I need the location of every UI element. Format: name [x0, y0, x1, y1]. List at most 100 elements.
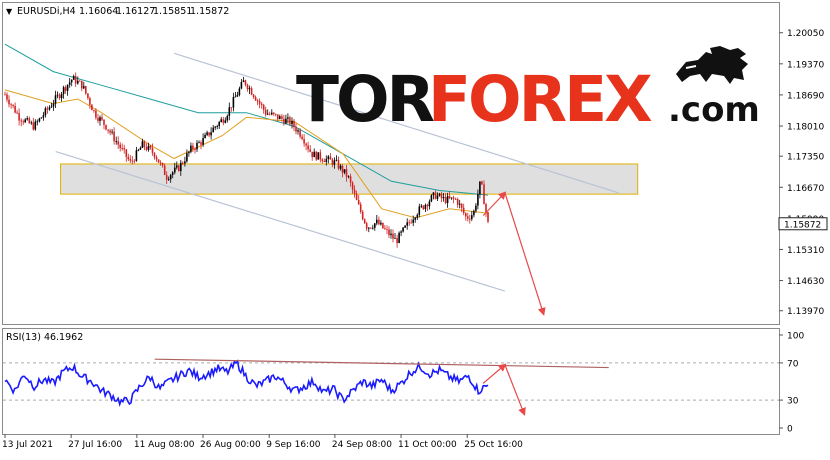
candle-body [303, 139, 305, 144]
rsi-axis: 100 70 30 0 [779, 332, 804, 435]
candle-body [279, 116, 281, 120]
candle-body [485, 204, 487, 213]
candle-body [99, 117, 101, 121]
candle-body [242, 80, 245, 82]
candle-body [180, 162, 182, 171]
candle-body [317, 152, 319, 160]
candle-body [281, 116, 283, 119]
candle-body [44, 108, 47, 116]
candle-body [228, 107, 231, 116]
candle-body [182, 162, 184, 164]
candle-body [289, 117, 291, 125]
candle-body [341, 165, 344, 173]
candle-body [477, 194, 479, 206]
candle-body [408, 222, 410, 224]
panel-menu-icon[interactable]: ▼ [6, 7, 13, 16]
rsi-trend-line [154, 358, 609, 369]
candle-body [254, 97, 257, 101]
candle-body [331, 159, 334, 165]
candle-body [479, 181, 481, 195]
candle-body [268, 113, 271, 115]
candle-body [38, 118, 41, 122]
candle-body [137, 149, 140, 151]
candle-body [295, 127, 297, 132]
forecast-arrow-up [482, 191, 507, 217]
candle-body [174, 167, 176, 173]
candle-body [275, 113, 277, 115]
candle-body [129, 159, 132, 161]
candle-body [220, 119, 222, 122]
time-tick-label: 9 Sep 16:00 [266, 440, 321, 450]
candle-body [307, 145, 309, 150]
candle-body [329, 156, 332, 160]
watermark-logo: TOR FOREX .com [296, 46, 760, 136]
candle-body [20, 120, 22, 122]
candle-body [240, 82, 243, 89]
candle-body [252, 94, 255, 98]
candle-body [343, 169, 346, 173]
ohlc-high: 1.16127 [116, 6, 155, 17]
candle-body [107, 129, 109, 131]
candle-body [8, 99, 10, 105]
bull-icon [676, 46, 748, 84]
candle-body [196, 142, 198, 150]
candle-body [424, 204, 427, 210]
candle-body [430, 195, 433, 202]
candle-body [141, 141, 144, 148]
candles-layer [4, 72, 489, 248]
candle-body [10, 104, 12, 106]
candle-body [155, 157, 158, 160]
candle-body [14, 105, 16, 113]
candle-body [309, 149, 311, 152]
rsi-tick-label: 100 [787, 332, 804, 342]
candle-body [32, 122, 35, 130]
candle-body [260, 103, 263, 105]
candle-body [487, 212, 489, 222]
candle-body [321, 159, 324, 162]
candle-body [60, 94, 63, 99]
candle-body [151, 148, 154, 153]
price-tick-label: 1.15310 [787, 246, 824, 256]
current-price-box [778, 217, 828, 231]
candle-body [117, 141, 119, 145]
candle-body [125, 149, 128, 157]
candle-body [222, 119, 225, 123]
candle-body [18, 113, 20, 121]
candle-body [256, 100, 259, 102]
candle-body [190, 145, 192, 152]
price-tick-label: 1.17350 [787, 153, 824, 163]
candle-body [244, 80, 247, 85]
candle-body [208, 132, 210, 136]
rsi-forecast-arrow-up [482, 363, 507, 384]
candle-body [123, 148, 125, 150]
candle-body [135, 150, 138, 162]
candle-body [458, 203, 461, 205]
candle-body [210, 132, 212, 136]
candle-body [6, 94, 8, 100]
candle-body [131, 160, 134, 162]
candle-body [111, 131, 113, 133]
candle-body [4, 94, 6, 96]
candle-body [56, 94, 59, 96]
candle-body [376, 219, 378, 224]
moving-average-layer [4, 43, 489, 219]
candle-body [436, 195, 439, 199]
current-price-label: 1.15872 [784, 220, 821, 230]
candle-body [238, 88, 241, 95]
candle-body [392, 233, 394, 239]
time-tick-label: 25 Oct 16:00 [464, 440, 523, 450]
candle-body [446, 196, 449, 203]
candle-body [301, 136, 303, 139]
candle-body [176, 165, 178, 168]
candle-body [372, 227, 374, 229]
symbol-label: EURUSDi,H4 [17, 6, 76, 17]
candle-body [161, 163, 164, 166]
candle-body [359, 204, 362, 212]
candle-body [258, 101, 261, 104]
watermark-tor: TOR [296, 63, 435, 136]
candle-body [363, 219, 366, 224]
candle-body [319, 152, 322, 160]
candle-body [113, 131, 115, 142]
candle-body [30, 122, 33, 124]
candle-body [230, 107, 233, 109]
